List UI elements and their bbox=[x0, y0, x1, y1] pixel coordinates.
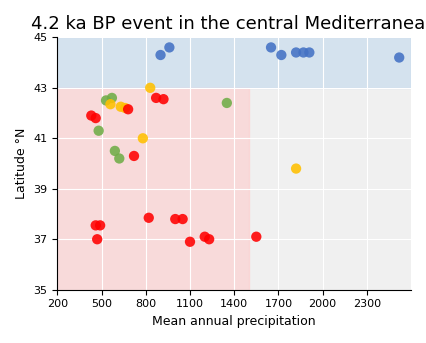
Point bbox=[88, 113, 95, 118]
Point bbox=[306, 50, 313, 55]
Point bbox=[268, 45, 274, 50]
Point bbox=[109, 95, 115, 100]
Point bbox=[179, 216, 186, 222]
Y-axis label: Latitude °N: Latitude °N bbox=[15, 128, 28, 199]
Point bbox=[116, 156, 123, 161]
Point bbox=[147, 85, 154, 91]
Bar bbox=[58, 88, 249, 290]
Point bbox=[157, 52, 164, 58]
Point bbox=[396, 55, 403, 60]
Point bbox=[206, 237, 213, 242]
Title: 4.2 ka BP event in the central Mediterranean: 4.2 ka BP event in the central Mediterra… bbox=[32, 15, 426, 33]
Point bbox=[187, 239, 193, 245]
Point bbox=[103, 98, 109, 103]
Point bbox=[112, 148, 118, 154]
Point bbox=[160, 96, 167, 102]
Point bbox=[92, 223, 99, 228]
Point bbox=[172, 216, 178, 222]
Point bbox=[97, 223, 104, 228]
Point bbox=[300, 50, 307, 55]
Point bbox=[223, 100, 230, 106]
Point bbox=[125, 107, 132, 112]
Point bbox=[166, 45, 173, 50]
Point bbox=[253, 234, 260, 239]
Point bbox=[122, 105, 129, 111]
Bar bbox=[58, 37, 411, 88]
Point bbox=[95, 128, 102, 133]
Point bbox=[131, 153, 138, 159]
Point bbox=[117, 104, 124, 109]
Point bbox=[278, 52, 285, 58]
Point bbox=[139, 135, 146, 141]
Point bbox=[293, 166, 299, 171]
Point bbox=[94, 237, 101, 242]
Point bbox=[92, 115, 99, 121]
Point bbox=[153, 95, 159, 100]
Point bbox=[107, 102, 114, 107]
X-axis label: Mean annual precipitation: Mean annual precipitation bbox=[153, 315, 316, 328]
Point bbox=[293, 50, 299, 55]
Point bbox=[201, 234, 208, 239]
Point bbox=[145, 215, 152, 221]
